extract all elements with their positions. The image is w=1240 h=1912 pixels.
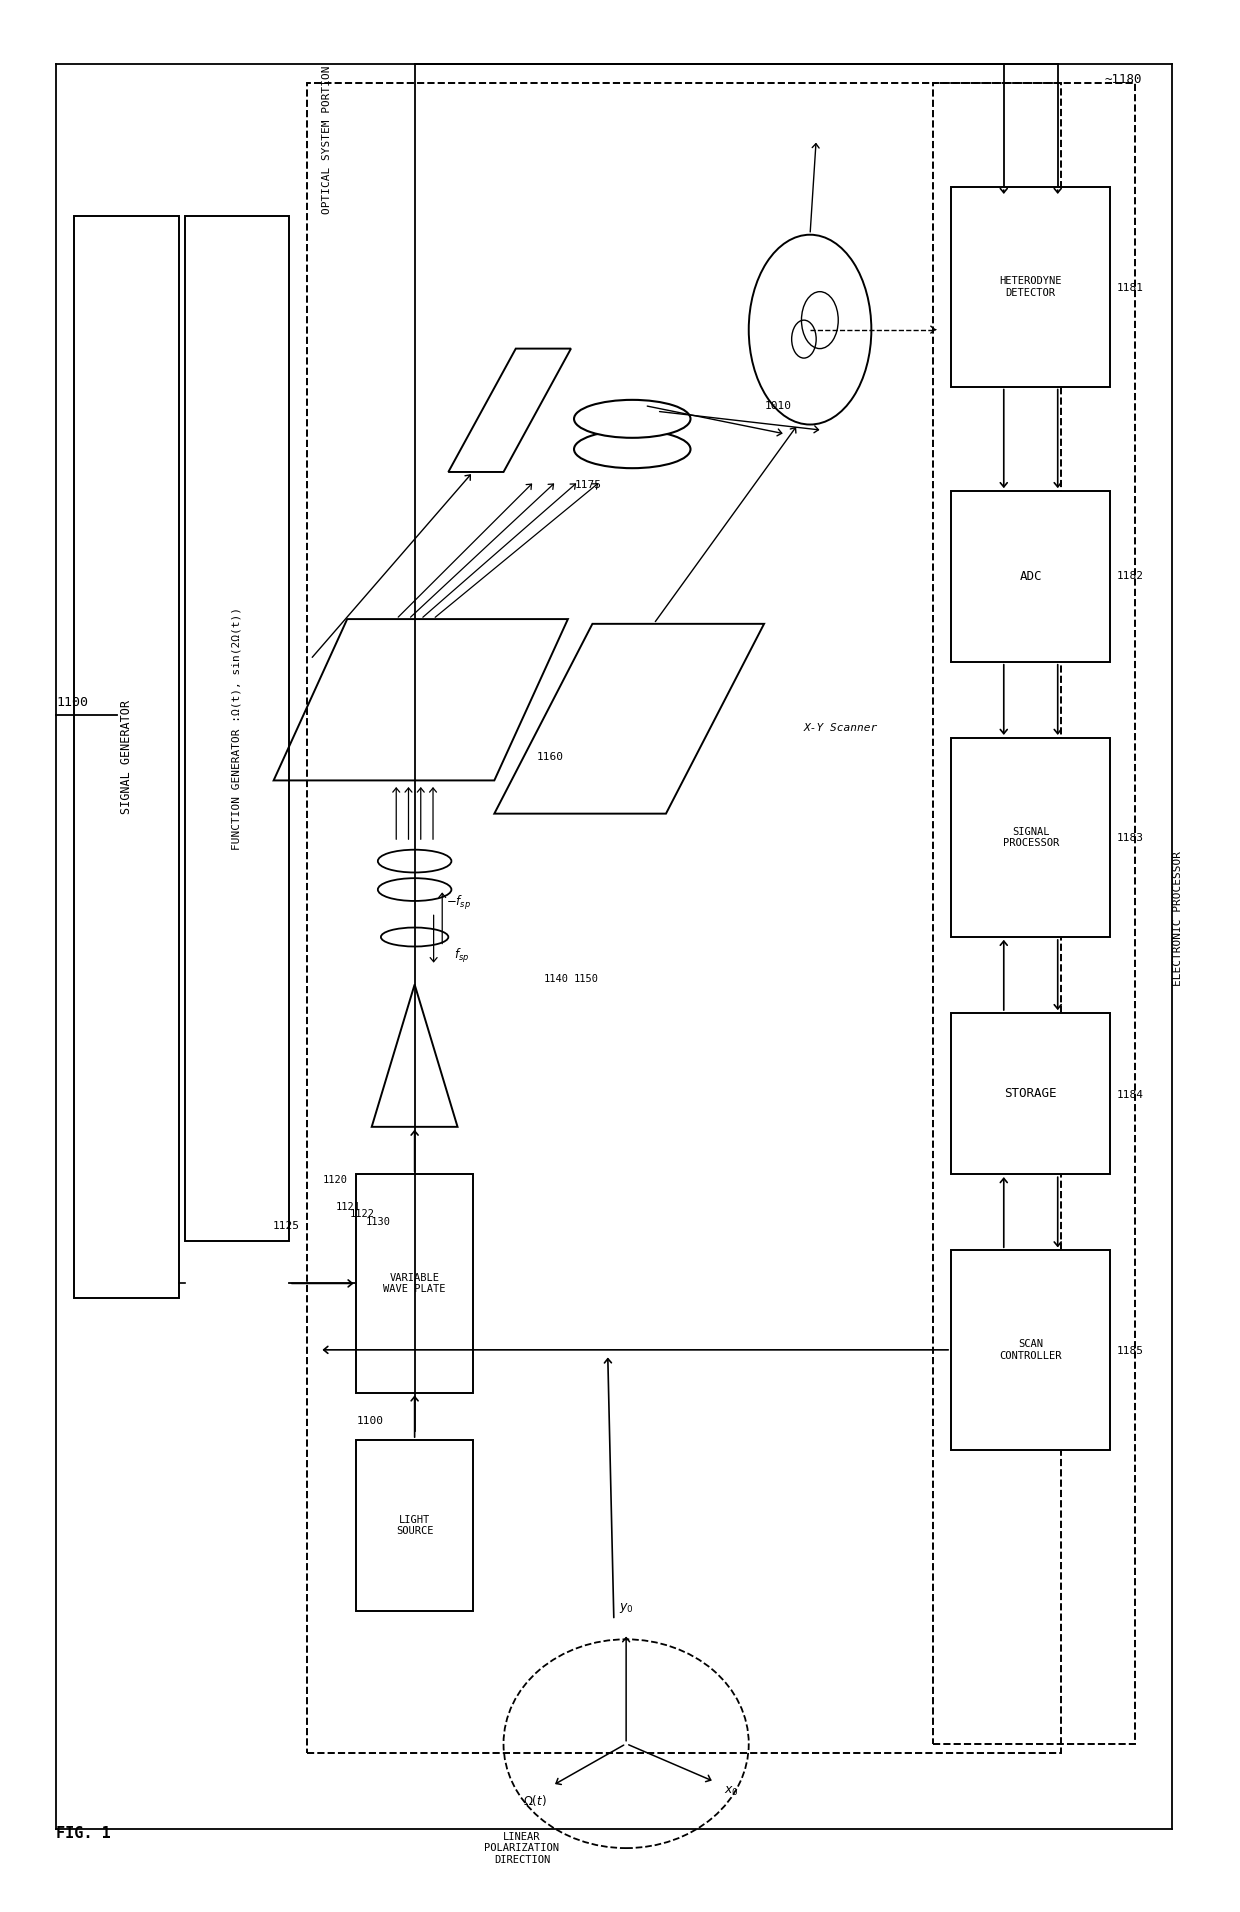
Text: SIGNAL
PROCESSOR: SIGNAL PROCESSOR	[1003, 826, 1059, 849]
Text: $x_0$: $x_0$	[724, 1784, 739, 1797]
Text: 1121: 1121	[335, 1201, 361, 1212]
Text: LIGHT
SOURCE: LIGHT SOURCE	[396, 1514, 433, 1535]
Text: VARIABLE
WAVE PLATE: VARIABLE WAVE PLATE	[383, 1273, 446, 1294]
Text: 1185: 1185	[1116, 1346, 1143, 1356]
Text: $-f_{sp}$: $-f_{sp}$	[446, 893, 471, 912]
Bar	[308, 82, 1061, 1753]
Text: 1010: 1010	[765, 400, 791, 411]
Text: 1122: 1122	[350, 1208, 374, 1220]
Ellipse shape	[378, 849, 451, 872]
Text: ADC: ADC	[1019, 570, 1042, 583]
Text: 1100: 1100	[356, 1417, 383, 1426]
Text: SIGNAL GENERATOR: SIGNAL GENERATOR	[120, 700, 133, 815]
Bar	[356, 1440, 472, 1610]
Text: 1183: 1183	[1116, 834, 1143, 843]
Ellipse shape	[378, 878, 451, 901]
Bar	[74, 216, 179, 1298]
Text: 1160: 1160	[537, 751, 564, 761]
Text: ~1180: ~1180	[1105, 73, 1142, 86]
Bar	[932, 82, 1135, 1744]
Text: X-Y Scanner: X-Y Scanner	[804, 723, 878, 732]
Text: 1175: 1175	[574, 480, 601, 489]
Text: 1170: 1170	[642, 453, 670, 465]
Bar	[356, 1174, 472, 1392]
Text: $f_{sp}$: $f_{sp}$	[455, 946, 470, 966]
Ellipse shape	[574, 400, 691, 438]
Text: $y_0$: $y_0$	[619, 1600, 634, 1614]
Text: ELECTRONIC PROCESSOR: ELECTRONIC PROCESSOR	[1173, 851, 1183, 985]
Text: 1130: 1130	[366, 1216, 391, 1228]
Bar	[185, 216, 289, 1241]
Text: 1182: 1182	[1116, 572, 1143, 581]
Bar	[951, 187, 1111, 386]
Text: 1150: 1150	[573, 973, 599, 985]
Text: 1181: 1181	[1116, 283, 1143, 293]
Text: 1120: 1120	[324, 1176, 348, 1185]
Text: 1125: 1125	[273, 1220, 300, 1231]
Text: HETERODYNE
DETECTOR: HETERODYNE DETECTOR	[999, 275, 1061, 298]
Text: 1100: 1100	[56, 696, 88, 709]
Ellipse shape	[574, 430, 691, 468]
Text: $Ω(t)$: $Ω(t)$	[522, 1793, 547, 1809]
Text: FUNCTION GENERATOR :Ω(t), sin(2Ω(t)): FUNCTION GENERATOR :Ω(t), sin(2Ω(t))	[232, 606, 242, 849]
Text: 1184: 1184	[1116, 1090, 1143, 1099]
Text: FIG. 1: FIG. 1	[56, 1826, 110, 1841]
Text: OPTICAL SYSTEM PORTION: OPTICAL SYSTEM PORTION	[322, 65, 332, 214]
Text: 1140: 1140	[544, 973, 569, 985]
Text: STORAGE: STORAGE	[1004, 1088, 1056, 1099]
Text: LINEAR
POLARIZATION
DIRECTION: LINEAR POLARIZATION DIRECTION	[485, 1832, 559, 1864]
Bar	[951, 491, 1111, 662]
Bar	[951, 738, 1111, 937]
Text: SCAN
CONTROLLER: SCAN CONTROLLER	[999, 1338, 1061, 1361]
Bar	[951, 1013, 1111, 1174]
Bar	[951, 1250, 1111, 1449]
Ellipse shape	[381, 927, 449, 946]
